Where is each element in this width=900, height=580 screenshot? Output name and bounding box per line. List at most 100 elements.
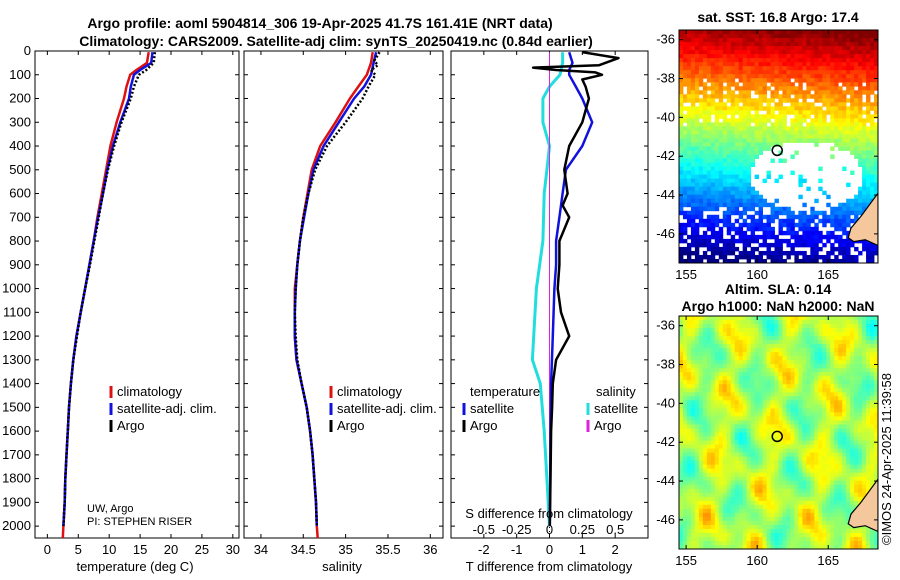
map-cell xyxy=(842,476,847,482)
map-cell xyxy=(810,324,815,329)
map-cell xyxy=(846,50,851,55)
map-cell xyxy=(870,70,875,75)
map-cell xyxy=(802,106,807,111)
map-cell xyxy=(714,472,720,478)
map-cell xyxy=(862,388,867,393)
map-cell xyxy=(854,34,859,39)
map-cell xyxy=(694,246,700,252)
map-cell xyxy=(714,508,720,514)
map-cell xyxy=(862,38,867,43)
map-cell xyxy=(862,178,867,184)
map-cell xyxy=(806,138,811,143)
map-cell xyxy=(858,412,863,417)
map-cell xyxy=(758,94,763,99)
map-cell xyxy=(726,166,732,172)
map-cell xyxy=(766,226,771,232)
map-cell xyxy=(870,444,875,449)
map-cell xyxy=(679,404,684,409)
map-cell xyxy=(766,396,771,401)
map-cell xyxy=(726,500,732,506)
map-cell xyxy=(679,182,684,188)
map-cell xyxy=(698,50,704,55)
map-cell xyxy=(774,82,779,87)
map-cell xyxy=(706,70,712,75)
map-cell xyxy=(842,420,847,425)
map-cell xyxy=(822,428,827,433)
map-cell xyxy=(679,488,684,494)
map-cell xyxy=(862,452,867,458)
map-cell xyxy=(850,70,855,75)
map-cell xyxy=(874,86,878,91)
map-cell xyxy=(766,468,771,474)
map-cell xyxy=(794,476,799,482)
map-cell xyxy=(746,170,752,176)
map-cell xyxy=(766,102,771,107)
map-cell xyxy=(679,484,684,490)
map-cell xyxy=(850,328,855,333)
map-cell xyxy=(838,432,843,437)
map-cell xyxy=(850,496,855,502)
map-cell xyxy=(682,170,688,176)
map-cell xyxy=(742,456,748,462)
map-cell xyxy=(754,324,759,329)
map-cell xyxy=(766,126,771,131)
map-cell xyxy=(838,30,843,35)
map-cell xyxy=(758,42,763,47)
map-cell xyxy=(870,66,875,71)
map-cell xyxy=(718,38,724,43)
map-cell xyxy=(818,404,823,409)
map-cell xyxy=(850,420,855,425)
map-cell xyxy=(682,258,688,263)
map-cell xyxy=(694,388,700,393)
map-cell xyxy=(730,396,736,401)
map-cell xyxy=(838,246,843,252)
map-cell xyxy=(698,340,704,345)
map-cell xyxy=(794,396,799,401)
map-cell xyxy=(750,62,756,67)
map-cell xyxy=(870,42,875,47)
map-cell xyxy=(738,500,744,506)
map-cell xyxy=(738,348,744,353)
map-cell xyxy=(794,468,799,474)
map-cell xyxy=(726,126,732,131)
map-cell xyxy=(750,214,756,220)
map-cell xyxy=(694,90,700,95)
map-cell xyxy=(862,86,867,91)
map-cell xyxy=(702,206,708,212)
map-cell xyxy=(870,138,875,143)
map-cell xyxy=(834,42,839,47)
map-cell xyxy=(874,58,878,63)
map-cell xyxy=(810,376,815,381)
map-cell xyxy=(838,468,843,474)
map-cell xyxy=(850,320,855,325)
map-cell xyxy=(679,130,684,135)
map-cell xyxy=(710,400,716,405)
map-cell xyxy=(842,110,847,115)
map-cell xyxy=(766,444,771,449)
map-cell xyxy=(714,480,720,486)
map-cell xyxy=(694,250,700,256)
map-cell xyxy=(706,178,712,184)
map-cell xyxy=(834,78,839,83)
map-cell xyxy=(766,66,771,71)
map-cell xyxy=(726,392,732,397)
map-cell xyxy=(790,122,795,127)
map-cell xyxy=(714,396,720,401)
map-cell xyxy=(782,356,787,361)
map-cell xyxy=(774,336,779,341)
map-cell xyxy=(758,242,763,248)
map-cell xyxy=(686,348,692,353)
map-cell xyxy=(738,420,744,425)
map-cell xyxy=(822,480,827,486)
map-cell xyxy=(682,78,688,83)
map-cell xyxy=(726,246,732,252)
map-cell xyxy=(734,238,740,244)
map-cell xyxy=(742,234,748,240)
map-cell xyxy=(870,400,875,405)
map-cell xyxy=(870,320,875,325)
map-cell xyxy=(686,364,692,369)
map-cell xyxy=(778,98,783,103)
map-cell xyxy=(722,34,728,39)
map-cell xyxy=(850,126,855,131)
map-cell xyxy=(826,496,831,502)
